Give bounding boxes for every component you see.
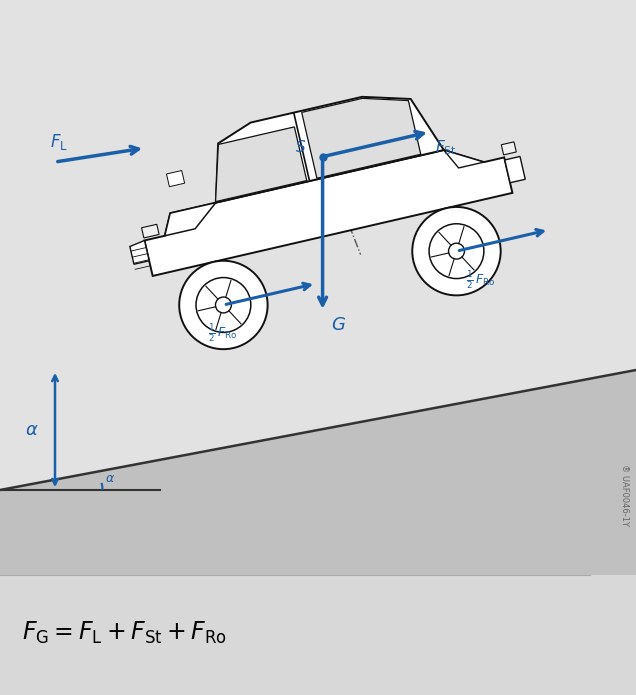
Polygon shape xyxy=(167,170,184,187)
Text: $F_{\mathrm{G}} = F_{\mathrm{L}} + F_{\mathrm{St}} + F_{\mathrm{Ro}}$: $F_{\mathrm{G}} = F_{\mathrm{L}} + F_{\m… xyxy=(22,620,227,646)
Text: $F_{\mathrm{L}}$: $F_{\mathrm{L}}$ xyxy=(50,132,68,152)
Circle shape xyxy=(412,207,501,295)
Polygon shape xyxy=(444,150,484,168)
Text: ® UAF0046-1Y: ® UAF0046-1Y xyxy=(621,464,630,526)
Circle shape xyxy=(196,277,251,332)
Polygon shape xyxy=(142,224,159,238)
Polygon shape xyxy=(165,203,216,236)
Text: $\alpha$: $\alpha$ xyxy=(105,472,115,485)
Text: $\frac{1}{2}\,F_{\mathrm{Ro}}$: $\frac{1}{2}\,F_{\mathrm{Ro}}$ xyxy=(209,322,238,344)
Circle shape xyxy=(179,261,268,349)
Polygon shape xyxy=(216,97,444,203)
Text: $\alpha$: $\alpha$ xyxy=(25,421,39,439)
Bar xyxy=(0,575,636,695)
Text: $\frac{1}{2}\,F_{\mathrm{Ro}}$: $\frac{1}{2}\,F_{\mathrm{Ro}}$ xyxy=(466,268,496,291)
Polygon shape xyxy=(144,150,513,276)
Polygon shape xyxy=(301,99,421,178)
Circle shape xyxy=(448,243,464,259)
Circle shape xyxy=(216,297,232,313)
Text: $F_{\mathrm{St}}$: $F_{\mathrm{St}}$ xyxy=(435,138,456,156)
Circle shape xyxy=(429,224,484,279)
Text: $G$: $G$ xyxy=(331,316,345,334)
Polygon shape xyxy=(216,127,307,202)
Polygon shape xyxy=(0,370,636,695)
Text: $S$: $S$ xyxy=(294,139,306,155)
Polygon shape xyxy=(501,142,516,155)
Polygon shape xyxy=(505,156,525,183)
Polygon shape xyxy=(130,240,149,264)
